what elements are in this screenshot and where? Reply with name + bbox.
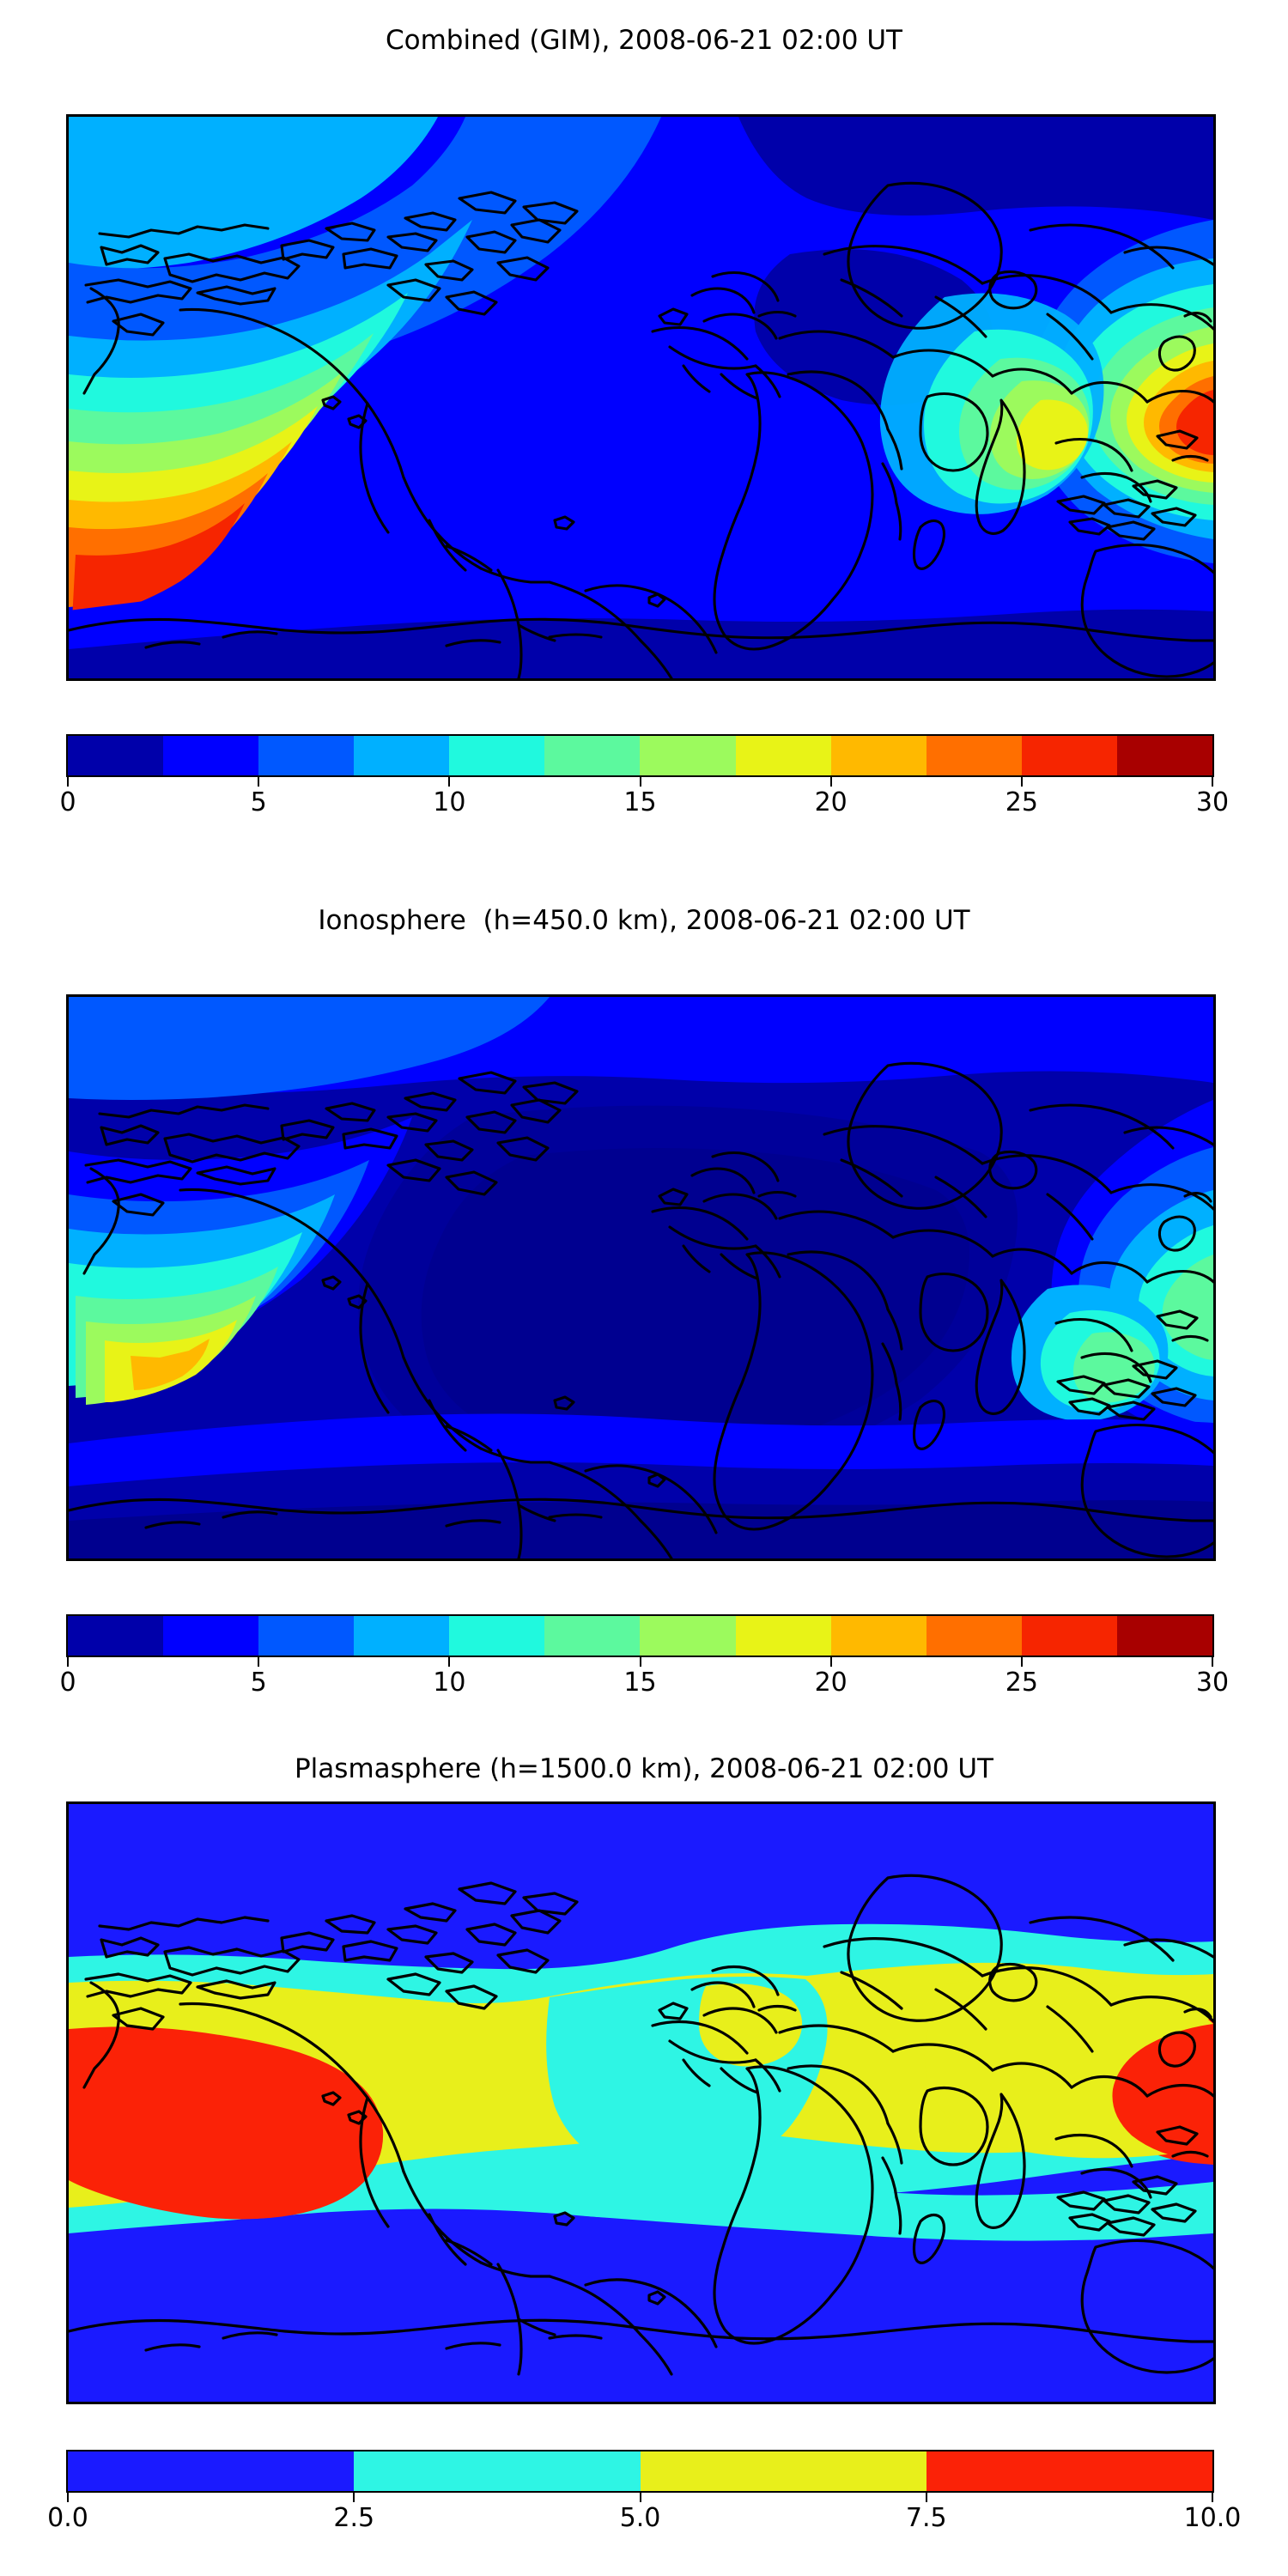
colorbar-axis-plasmasphere: 0.0 2.5 5.0 7.5 10.0 <box>47 2493 1241 2533</box>
colorbar-plasmasphere: 0.0 2.5 5.0 7.5 10.0 <box>47 2450 1241 2533</box>
colorbar-segment-3 <box>926 2451 1212 2491</box>
colorbar-tick-1 <box>258 1657 260 1667</box>
panel-title-plasmasphere: Plasmasphere (h=1500.0 km), 2008-06-21 0… <box>294 1753 993 1784</box>
panel-title-ionosphere: Ionosphere (h=450.0 km), 2008-06-21 02:0… <box>318 905 970 936</box>
colorbar-strip-ionosphere <box>66 1614 1214 1657</box>
colorbar-tick-6 <box>1212 1657 1213 1667</box>
colorbar-segment-9 <box>926 736 1022 775</box>
panel-title-combined-gim: Combined (GIM), 2008-06-21 02:00 UT <box>386 25 902 56</box>
colorbar-tick-label-0: 0 <box>59 787 76 817</box>
colorbar-segment-11 <box>1116 736 1212 775</box>
colorbar-tick-0 <box>67 1657 69 1667</box>
colorbar-tick-label-1: 5 <box>250 787 267 817</box>
colorbar-tick-2 <box>448 1657 451 1667</box>
colorbar-tick-label-1: 5 <box>250 1668 267 1698</box>
colorbar-segment-0 <box>68 736 164 775</box>
colorbar-strip-combined-gim <box>66 734 1214 777</box>
colorbar-tick-label-5: 25 <box>1005 787 1038 817</box>
colorbar-tick-6 <box>1212 777 1213 787</box>
colorbar-tick-label-5: 25 <box>1005 1668 1038 1698</box>
colorbar-tick-5 <box>1020 1657 1023 1667</box>
colorbar-segment-1 <box>354 2451 641 2491</box>
colorbar-segment-1 <box>163 1616 259 1656</box>
map-ionosphere <box>66 994 1216 1561</box>
colorbar-segment-10 <box>1021 736 1117 775</box>
colorbar-segment-5 <box>544 1616 641 1656</box>
colorbar-tick-2 <box>448 777 451 787</box>
colorbar-tick-label-3: 7.5 <box>905 2503 947 2533</box>
colorbar-segment-4 <box>449 1616 545 1656</box>
colorbar-segment-9 <box>926 1616 1022 1656</box>
map-canvas-plasmasphere <box>69 1804 1213 2402</box>
colorbar-tick-5 <box>1020 777 1023 787</box>
map-combined-gim <box>66 114 1216 681</box>
contour-fill-layer <box>69 1804 1213 2402</box>
colorbar-tick-4 <box>829 1657 832 1667</box>
colorbar-segment-6 <box>640 736 736 775</box>
colorbar-tick-label-2: 10 <box>433 787 466 817</box>
coastline-layer <box>69 1874 1213 2376</box>
colorbar-tick-label-4: 10.0 <box>1183 2503 1242 2533</box>
coastline-layer <box>69 1061 1213 1558</box>
contour-fill-layer <box>69 997 1213 1558</box>
colorbar-tick-label-2: 5.0 <box>619 2503 661 2533</box>
colorbar-tick-1 <box>353 2493 355 2502</box>
colorbar-segment-4 <box>449 736 545 775</box>
colorbar-tick-0 <box>67 2493 69 2502</box>
colorbar-tick-3 <box>925 2493 927 2502</box>
colorbar-tick-4 <box>829 777 832 787</box>
colorbar-tick-label-6: 30 <box>1195 787 1230 817</box>
colorbar-segment-11 <box>1116 1616 1212 1656</box>
colorbar-tick-label-2: 10 <box>433 1668 466 1698</box>
colorbar-tick-label-1: 2.5 <box>333 2503 375 2533</box>
colorbar-tick-label-6: 30 <box>1195 1668 1230 1698</box>
colorbar-tick-label-0: 0 <box>59 1668 76 1698</box>
colorbar-segment-3 <box>354 1616 450 1656</box>
colorbar-segment-5 <box>544 736 641 775</box>
colorbar-tick-label-3: 15 <box>623 1668 657 1698</box>
colorbar-strip-plasmasphere <box>66 2450 1214 2493</box>
colorbar-axis-ionosphere: 0 5 10 15 20 25 30 <box>59 1657 1229 1698</box>
coastline-layer <box>69 181 1213 678</box>
colorbar-segment-7 <box>735 1616 831 1656</box>
contour-fill-layer <box>69 117 1213 678</box>
colorbar-tick-2 <box>639 2493 641 2502</box>
colorbar-segment-2 <box>258 736 355 775</box>
colorbar-segment-8 <box>830 1616 927 1656</box>
colorbar-tick-3 <box>639 777 641 787</box>
colorbar-tick-0 <box>67 777 69 787</box>
colorbar-segment-3 <box>354 736 450 775</box>
colorbar-tick-label-3: 15 <box>623 787 657 817</box>
colorbar-combined-gim: 0 5 10 15 20 25 30 <box>59 734 1229 817</box>
colorbar-ionosphere: 0 5 10 15 20 25 30 <box>59 1614 1229 1698</box>
colorbar-tick-4 <box>1212 2493 1213 2502</box>
colorbar-tick-label-4: 20 <box>814 787 848 817</box>
colorbar-segment-0 <box>68 2451 355 2491</box>
colorbar-segment-0 <box>68 1616 164 1656</box>
colorbar-segment-7 <box>735 736 831 775</box>
colorbar-tick-label-4: 20 <box>814 1668 848 1698</box>
map-canvas-combined-gim <box>69 117 1213 678</box>
map-plasmasphere <box>66 1801 1216 2404</box>
colorbar-segment-6 <box>640 1616 736 1656</box>
colorbar-tick-1 <box>258 777 260 787</box>
colorbar-tick-3 <box>639 1657 641 1667</box>
colorbar-segment-1 <box>163 736 259 775</box>
colorbar-segment-8 <box>830 736 927 775</box>
colorbar-segment-2 <box>258 1616 355 1656</box>
colorbar-axis-combined-gim: 0 5 10 15 20 25 30 <box>59 777 1229 817</box>
colorbar-tick-label-0: 0.0 <box>47 2503 88 2533</box>
map-canvas-ionosphere <box>69 997 1213 1558</box>
colorbar-segment-2 <box>640 2451 927 2491</box>
colorbar-segment-10 <box>1021 1616 1117 1656</box>
